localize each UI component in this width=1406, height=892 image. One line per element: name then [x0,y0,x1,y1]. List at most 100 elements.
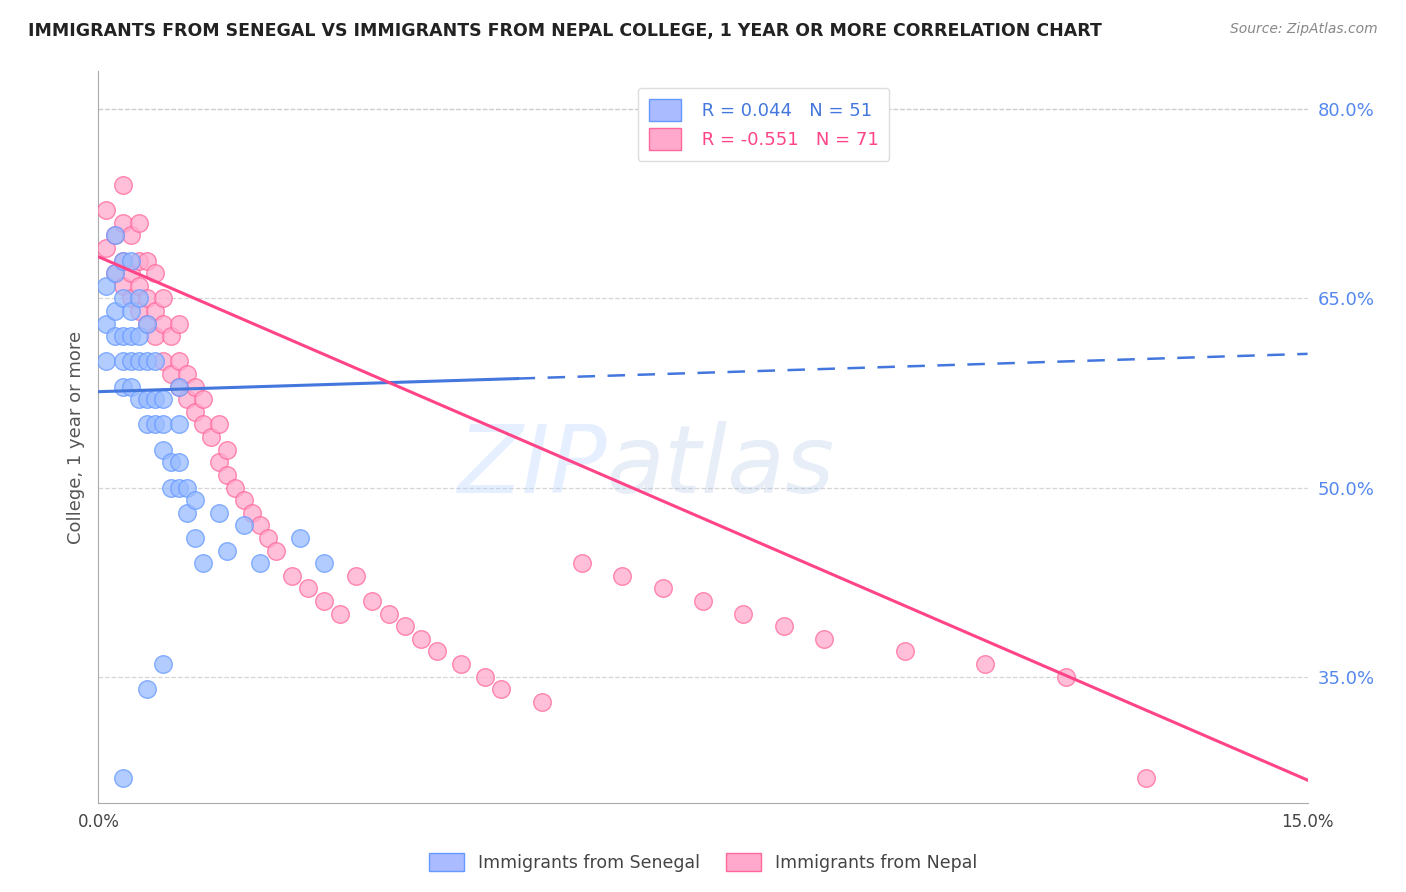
Point [217,442,239,457]
Text: Source: ZipAtlas.com: Source: ZipAtlas.com [1230,22,1378,37]
Point [208,455,231,469]
Point [974,657,997,671]
Point [160,481,183,495]
Point [176,481,198,495]
Point [103,304,125,318]
Point [314,594,336,608]
Point [264,543,287,558]
Point [232,518,254,533]
Point [772,619,794,633]
Point [96,241,118,255]
Point [224,481,246,495]
Point [111,354,134,368]
Point [491,682,513,697]
Point [249,556,271,570]
Point [152,317,174,331]
Point [120,266,142,280]
Point [193,556,215,570]
Point [361,594,384,608]
Point [103,266,125,280]
Point [409,632,432,646]
Point [128,392,150,407]
Point [135,317,157,331]
Point [813,632,835,646]
Point [120,253,142,268]
Legend: Immigrants from Senegal, Immigrants from Nepal: Immigrants from Senegal, Immigrants from… [422,847,984,879]
Text: IMMIGRANTS FROM SENEGAL VS IMMIGRANTS FROM NEPAL COLLEGE, 1 YEAR OR MORE CORRELA: IMMIGRANTS FROM SENEGAL VS IMMIGRANTS FR… [28,22,1102,40]
Point [135,682,157,697]
Point [160,455,183,469]
Point [344,569,367,583]
Point [128,354,150,368]
Point [184,405,207,419]
Point [240,506,263,520]
Point [184,493,207,508]
Point [135,291,157,305]
Point [152,392,174,407]
Point [111,253,134,268]
Point [893,644,915,658]
Point [692,594,714,608]
Point [143,354,166,368]
Point [200,430,222,444]
Point [394,619,416,633]
Legend:  R = 0.044   N = 51,  R = -0.551   N = 71: R = 0.044 N = 51, R = -0.551 N = 71 [638,87,889,161]
Point [249,518,271,533]
Point [135,417,157,432]
Point [143,329,166,343]
Point [314,556,336,570]
Point [176,367,198,381]
Point [288,531,311,545]
Point [103,266,125,280]
Point [152,417,174,432]
Point [128,304,150,318]
Point [152,657,174,671]
Point [329,607,352,621]
Point [143,266,166,280]
Point [651,582,673,596]
Point [120,291,142,305]
Point [167,379,190,393]
Point [1135,771,1157,785]
Point [450,657,472,671]
Point [103,228,125,243]
Point [184,379,207,393]
Point [111,771,134,785]
Point [176,506,198,520]
Point [167,317,190,331]
Point [120,354,142,368]
Point [208,417,231,432]
Point [217,543,239,558]
Point [232,493,254,508]
Point [96,317,118,331]
Point [128,253,150,268]
Point [160,367,183,381]
Point [128,216,150,230]
Point [612,569,634,583]
Point [176,392,198,407]
Point [733,607,755,621]
Point [128,278,150,293]
Point [167,481,190,495]
Point [217,467,239,482]
Point [193,392,215,407]
Point [143,392,166,407]
Point [120,329,142,343]
Point [530,695,553,709]
Point [111,216,134,230]
Point [152,354,174,368]
Text: atlas: atlas [606,421,835,512]
Point [297,582,319,596]
Point [128,329,150,343]
Point [474,670,496,684]
Point [103,228,125,243]
Point [571,556,593,570]
Point [135,317,157,331]
Point [135,392,157,407]
Point [152,442,174,457]
Point [167,455,190,469]
Point [167,379,190,393]
Point [111,379,134,393]
Point [167,354,190,368]
Point [96,278,118,293]
